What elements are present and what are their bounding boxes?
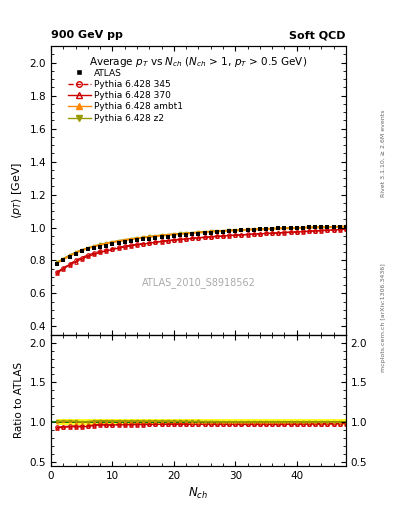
Y-axis label: Ratio to ATLAS: Ratio to ATLAS bbox=[14, 362, 24, 438]
Text: Rivet 3.1.10, ≥ 2.6M events: Rivet 3.1.10, ≥ 2.6M events bbox=[381, 110, 386, 197]
Legend: ATLAS, Pythia 6.428 345, Pythia 6.428 370, Pythia 6.428 ambt1, Pythia 6.428 z2: ATLAS, Pythia 6.428 345, Pythia 6.428 37… bbox=[64, 65, 187, 126]
Text: Average $p_T$ vs $N_{ch}$ ($N_{ch}$ > 1, $p_T$ > 0.5 GeV): Average $p_T$ vs $N_{ch}$ ($N_{ch}$ > 1,… bbox=[89, 55, 308, 69]
Text: 900 GeV pp: 900 GeV pp bbox=[51, 30, 123, 40]
Text: Soft QCD: Soft QCD bbox=[289, 30, 346, 40]
X-axis label: $N_{ch}$: $N_{ch}$ bbox=[189, 486, 208, 501]
Text: mcplots.cern.ch [arXiv:1306.3436]: mcplots.cern.ch [arXiv:1306.3436] bbox=[381, 263, 386, 372]
Text: ATLAS_2010_S8918562: ATLAS_2010_S8918562 bbox=[141, 278, 255, 288]
Y-axis label: $\langle p_T \rangle$ [GeV]: $\langle p_T \rangle$ [GeV] bbox=[10, 162, 24, 219]
